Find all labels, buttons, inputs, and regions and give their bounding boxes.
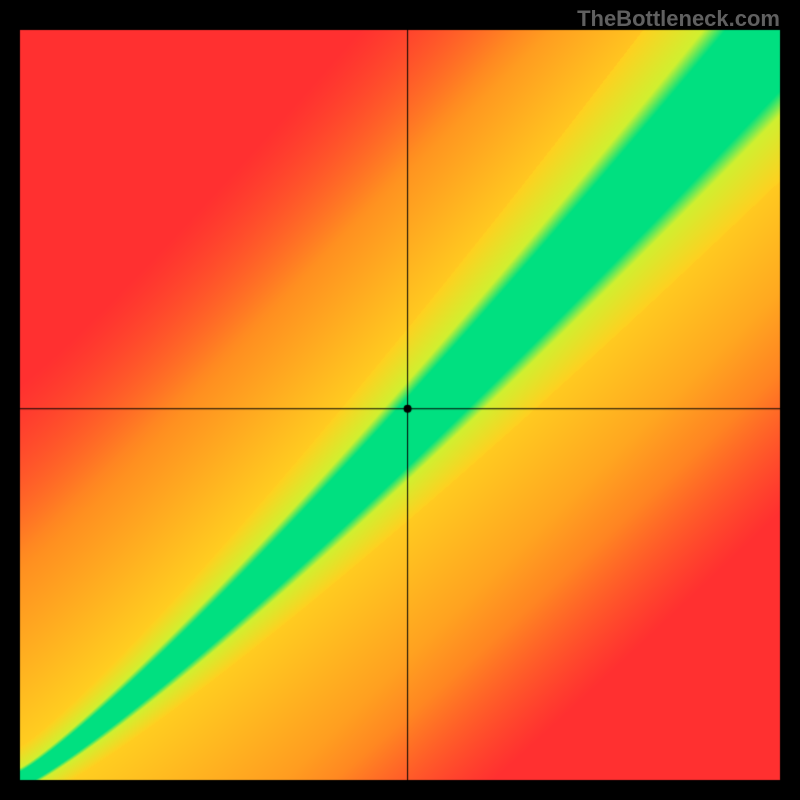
bottleneck-heatmap	[0, 0, 800, 800]
watermark-text: TheBottleneck.com	[577, 6, 780, 32]
